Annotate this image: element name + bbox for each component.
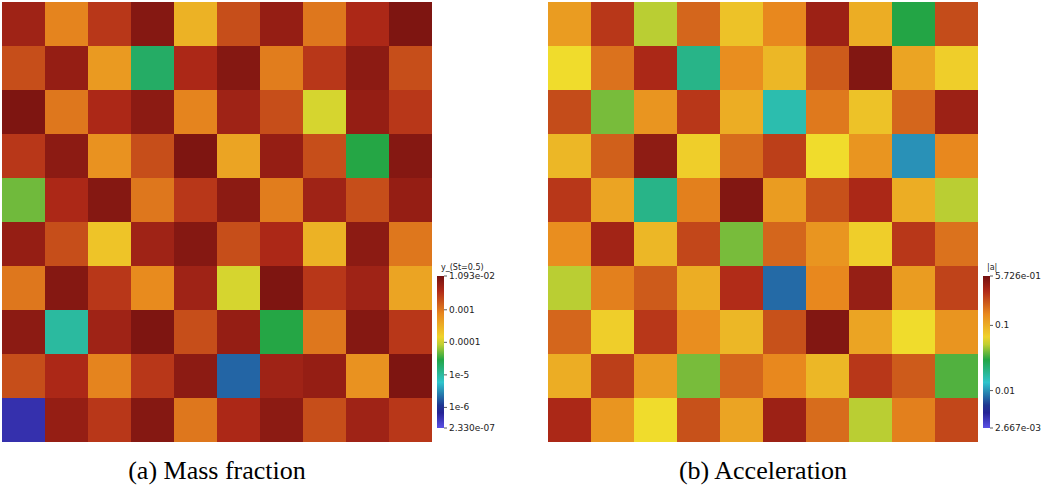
svg-text:2.330e-07: 2.330e-07 [449,423,495,433]
svg-text:1.093e-02: 1.093e-02 [449,271,495,281]
html-text:(b) Acceleration: (b) Acceleration [678,456,848,485]
svg-text:1e-5: 1e-5 [449,370,469,380]
svg-text:0.0001: 0.0001 [449,337,481,347]
svg-text:y_(St=0.5): y_(St=0.5) [441,263,484,272]
svg-text:0.001: 0.001 [449,305,475,315]
svg-text:2.667e-03: 2.667e-03 [995,423,1041,433]
html-text:(a) Mass fraction: (a) Mass fraction [128,456,306,485]
svg-text:1e-6: 1e-6 [449,402,470,412]
svg-text:|a|: |a| [987,263,998,272]
svg-text:5.726e-01: 5.726e-01 [995,271,1041,281]
svg-text:0.01: 0.01 [995,386,1015,396]
svg-text:0.1: 0.1 [995,320,1009,330]
